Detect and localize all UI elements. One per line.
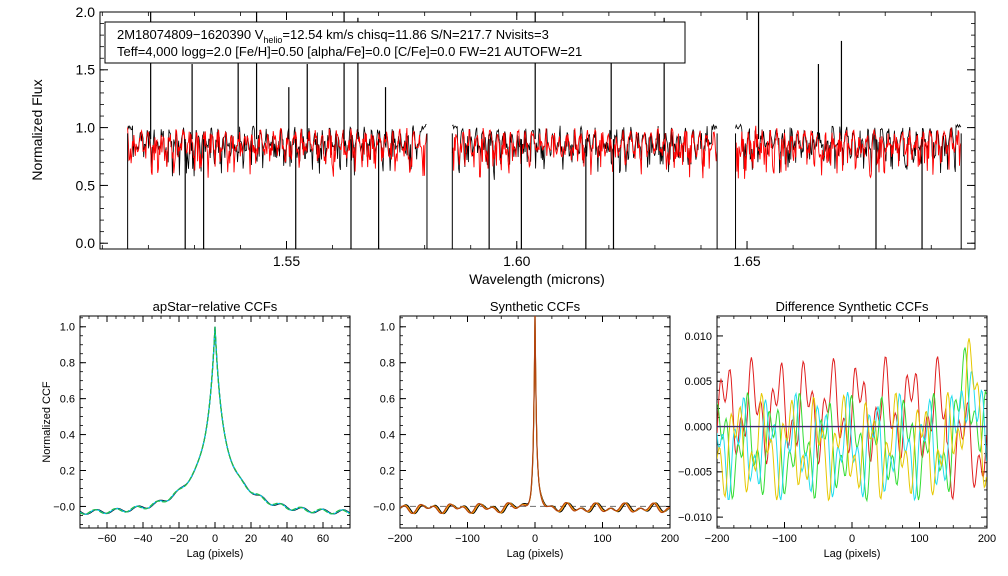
apstar-ccf-ticks: −60 −40 −20 0 20 40 60 −0.0 0.2 0.4 0.6 0.8 1.0	[53, 316, 351, 545]
x-tick-label: −60	[98, 533, 117, 545]
y-tick-label: 1.0	[60, 322, 75, 334]
x-tick-label: 0	[849, 533, 855, 545]
synthetic-ccf-title: Synthetic CCFs	[490, 299, 581, 314]
y-tick-label: 0.4	[380, 429, 395, 441]
y-tick-label: 0.4	[60, 429, 75, 441]
y-tick-label: 1.5	[76, 62, 96, 78]
model-flux-line-chip-1	[127, 127, 427, 178]
y-tick-label: 0.6	[60, 393, 75, 405]
apstar-ccf-visit-3	[80, 326, 350, 515]
annotation-line-2: Teff=4,000 logg=2.0 [Fe/H]=0.50 [alpha/F…	[117, 44, 582, 59]
x-tick-label: 100	[593, 533, 611, 545]
y-tick-label: 0.8	[380, 358, 395, 370]
y-tick-label: 0.8	[60, 358, 75, 370]
difference-ccf-title: Difference Synthetic CCFs	[776, 299, 929, 314]
spectrum-ticks: 1.55 1.60 1.65 0.0 0.5 1.0 1.5 2.0	[76, 4, 975, 269]
y-tick-label: −0.0	[373, 501, 395, 513]
y-tick-label: 0.6	[380, 393, 395, 405]
y-tick-label: −0.0	[53, 501, 75, 513]
x-tick-label: −100	[455, 533, 480, 545]
y-tick-label: 1.0	[76, 120, 96, 136]
annotation-frame	[104, 21, 686, 64]
x-tick-label: 20	[245, 533, 257, 545]
synthetic-ccf-visit-3	[400, 316, 670, 515]
x-tick-label: −100	[772, 533, 797, 545]
y-tick-label: −0.010	[678, 512, 712, 524]
difference-ccf-ticks: −200 −100 0 100 200 −0.010 −0.005 0.000 0.005 0.0…	[678, 316, 996, 545]
x-tick-label: 200	[978, 533, 996, 545]
synthetic-ccf-panel: Synthetic CCFs −200 −100 0 100 200 −0.0 0.2 0.4…	[373, 299, 679, 560]
synthetic-ccf-ticks: −200 −100 0 100 200 −0.0 0.2 0.4 0.6 0.8 1.0	[373, 316, 679, 545]
annotation-line-1: 2M18074809−1620390 Vhelio=12.54 km/s chi…	[117, 27, 549, 45]
model-flux-line-chip-3	[735, 125, 962, 179]
difference-ccf-panel: Difference Synthetic CCFs −200 −100 0 100 20…	[678, 299, 996, 560]
apstar-ccf-title: apStar−relative CCFs	[153, 299, 278, 314]
x-tick-label: 0	[532, 533, 538, 545]
x-tick-label: 200	[661, 533, 679, 545]
model-flux-line-chip-2	[451, 127, 718, 179]
y-tick-label: 0.2	[60, 465, 75, 477]
x-tick-label: −200	[388, 533, 413, 545]
spectrum-series	[127, 12, 962, 249]
apstar-ccf-y-axis-label: Normalized CCF	[41, 381, 53, 463]
y-tick-label: 0.2	[380, 465, 395, 477]
x-tick-label: −20	[170, 533, 189, 545]
y-tick-label: 0.0	[76, 235, 96, 251]
difference-ccf-yellow	[717, 338, 987, 502]
difference-ccf-x-axis-label: Lag (pixels)	[824, 548, 881, 560]
spectrum-panel: 1.55 1.60 1.65 0.0 0.5 1.0 1.5 2.0 2M18074809−1…	[29, 4, 976, 287]
apstar-ccf-frame	[79, 315, 351, 529]
difference-ccf-red	[717, 356, 987, 501]
x-tick-label: 1.65	[733, 253, 760, 269]
y-tick-label: 1.0	[380, 322, 395, 334]
x-tick-label: 40	[281, 533, 293, 545]
y-tick-label: 2.0	[76, 4, 96, 20]
observed-flux-line-chip-3	[735, 123, 962, 174]
synthetic-ccf-series	[400, 316, 670, 515]
x-tick-label: 1.55	[273, 253, 300, 269]
y-tick-label: 0.000	[684, 421, 712, 433]
y-tick-label: 0.005	[684, 376, 712, 388]
x-tick-label: 100	[910, 533, 928, 545]
x-tick-label: 1.60	[503, 253, 530, 269]
y-tick-label: 0.010	[684, 331, 712, 343]
x-tick-label: 60	[317, 533, 329, 545]
spectrum-annotation-box: 2M18074809−1620390 Vhelio=12.54 km/s chi…	[104, 21, 686, 64]
y-tick-label: −0.005	[678, 467, 712, 479]
difference-ccf-series	[717, 338, 987, 503]
synthetic-ccf-x-axis-label: Lag (pixels)	[507, 548, 564, 560]
y-tick-label: 0.5	[76, 177, 96, 193]
x-tick-label: 0	[212, 533, 218, 545]
difference-ccf-cyan	[717, 370, 987, 502]
spectrum-y-axis-label: Normalized Flux	[29, 79, 45, 180]
x-tick-label: −200	[705, 533, 730, 545]
apstar-ccf-series	[80, 326, 350, 515]
spectrum-x-axis-label: Wavelength (microns)	[469, 271, 605, 287]
apstar-ccf-panel: apStar−relative CCFs −60 −40 −20 0 20 40 60 −0.…	[41, 299, 351, 560]
x-tick-label: −40	[134, 533, 153, 545]
apstar-ccf-x-axis-label: Lag (pixels)	[187, 548, 244, 560]
